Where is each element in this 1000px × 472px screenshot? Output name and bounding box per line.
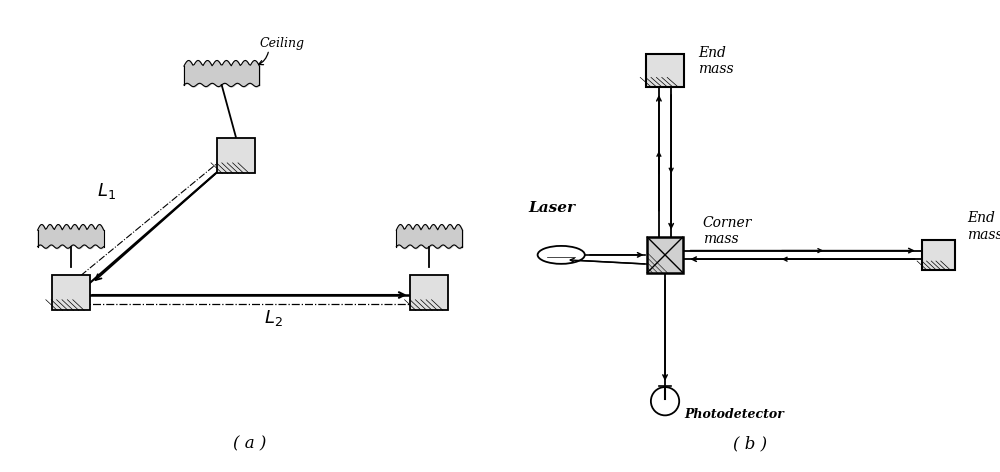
Bar [217,138,255,173]
Ellipse shape [538,246,585,264]
Text: $\mathit{L}_2$: $\mathit{L}_2$ [264,308,283,329]
Text: End
mass: End mass [967,211,1000,242]
Text: Laser: Laser [528,202,575,215]
Text: Ceiling: Ceiling [259,37,304,50]
Text: $\mathit{L}_1$: $\mathit{L}_1$ [97,181,115,201]
Text: ( a ): ( a ) [233,435,267,452]
Text: ( b ): ( b ) [733,435,767,452]
Bar [410,275,448,311]
Bar [646,54,684,87]
Bar [922,240,955,270]
Circle shape [651,387,679,415]
Text: Corner
mass: Corner mass [703,216,752,246]
Bar [647,237,683,272]
Text: End
mass: End mass [698,46,734,76]
Bar [52,275,90,311]
Text: Photodetector: Photodetector [684,408,784,421]
